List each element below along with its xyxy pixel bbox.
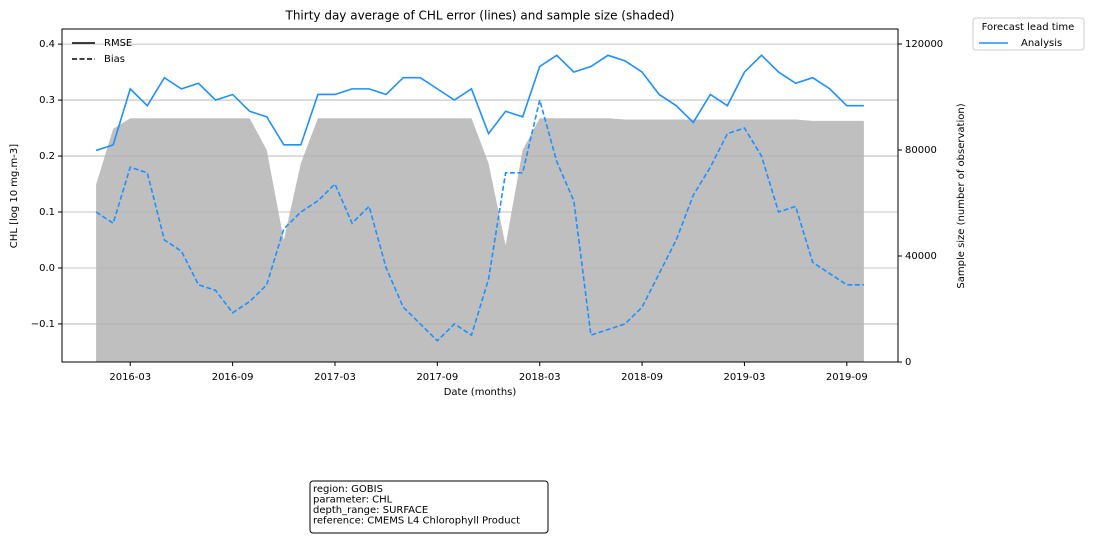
x-tick-label: 2017-03 (314, 372, 356, 383)
y-tick-label: 0.2 (39, 151, 55, 162)
y-tick-label: −0.1 (31, 319, 55, 330)
legend-label: Analysis (1021, 38, 1062, 49)
x-tick-label: 2018-03 (519, 372, 561, 383)
y-tick-label: 0.0 (39, 263, 55, 274)
y2-axis-label: Sample size (number of observation) (956, 103, 967, 288)
legend-box (972, 17, 1085, 51)
chart-title: Thirty day average of CHL error (lines) … (285, 9, 675, 23)
y2-tick-label: 0 (905, 357, 911, 368)
annotation-text: region: GOBIS (313, 484, 383, 495)
y2-tick-label: 80000 (905, 145, 937, 156)
x-tick-label: 2017-09 (416, 372, 458, 383)
legend-title: Forecast lead time (982, 22, 1075, 33)
x-tick-label: 2018-09 (621, 372, 663, 383)
x-tick-label: 2016-09 (212, 372, 254, 383)
y-tick-label: 0.4 (39, 39, 55, 50)
legend-label: Bias (104, 54, 125, 65)
y-tick-label: 0.1 (39, 207, 55, 218)
x-tick-label: 2019-09 (826, 372, 868, 383)
sample-size-area (96, 118, 864, 362)
y-axis-label: CHL [log 10 mg.m-3] (9, 144, 20, 248)
annotation-text: parameter: CHL (313, 495, 393, 506)
y-tick-label: 0.3 (39, 95, 55, 106)
x-tick-label: 2016-03 (109, 372, 151, 383)
legend-label: RMSE (104, 38, 132, 49)
y2-tick-label: 120000 (905, 39, 943, 50)
annotation-text: depth_range: SURFACE (313, 505, 428, 516)
annotation-text: reference: CMEMS L4 Chlorophyll Product (313, 516, 520, 527)
series-line (95, 54, 864, 152)
plot-frame (61, 28, 899, 363)
x-tick-label: 2019-03 (724, 372, 766, 383)
x-axis-label: Date (months) (444, 387, 517, 398)
series-line (95, 99, 864, 342)
annotation-box (309, 480, 549, 534)
y2-tick-label: 40000 (905, 251, 937, 262)
